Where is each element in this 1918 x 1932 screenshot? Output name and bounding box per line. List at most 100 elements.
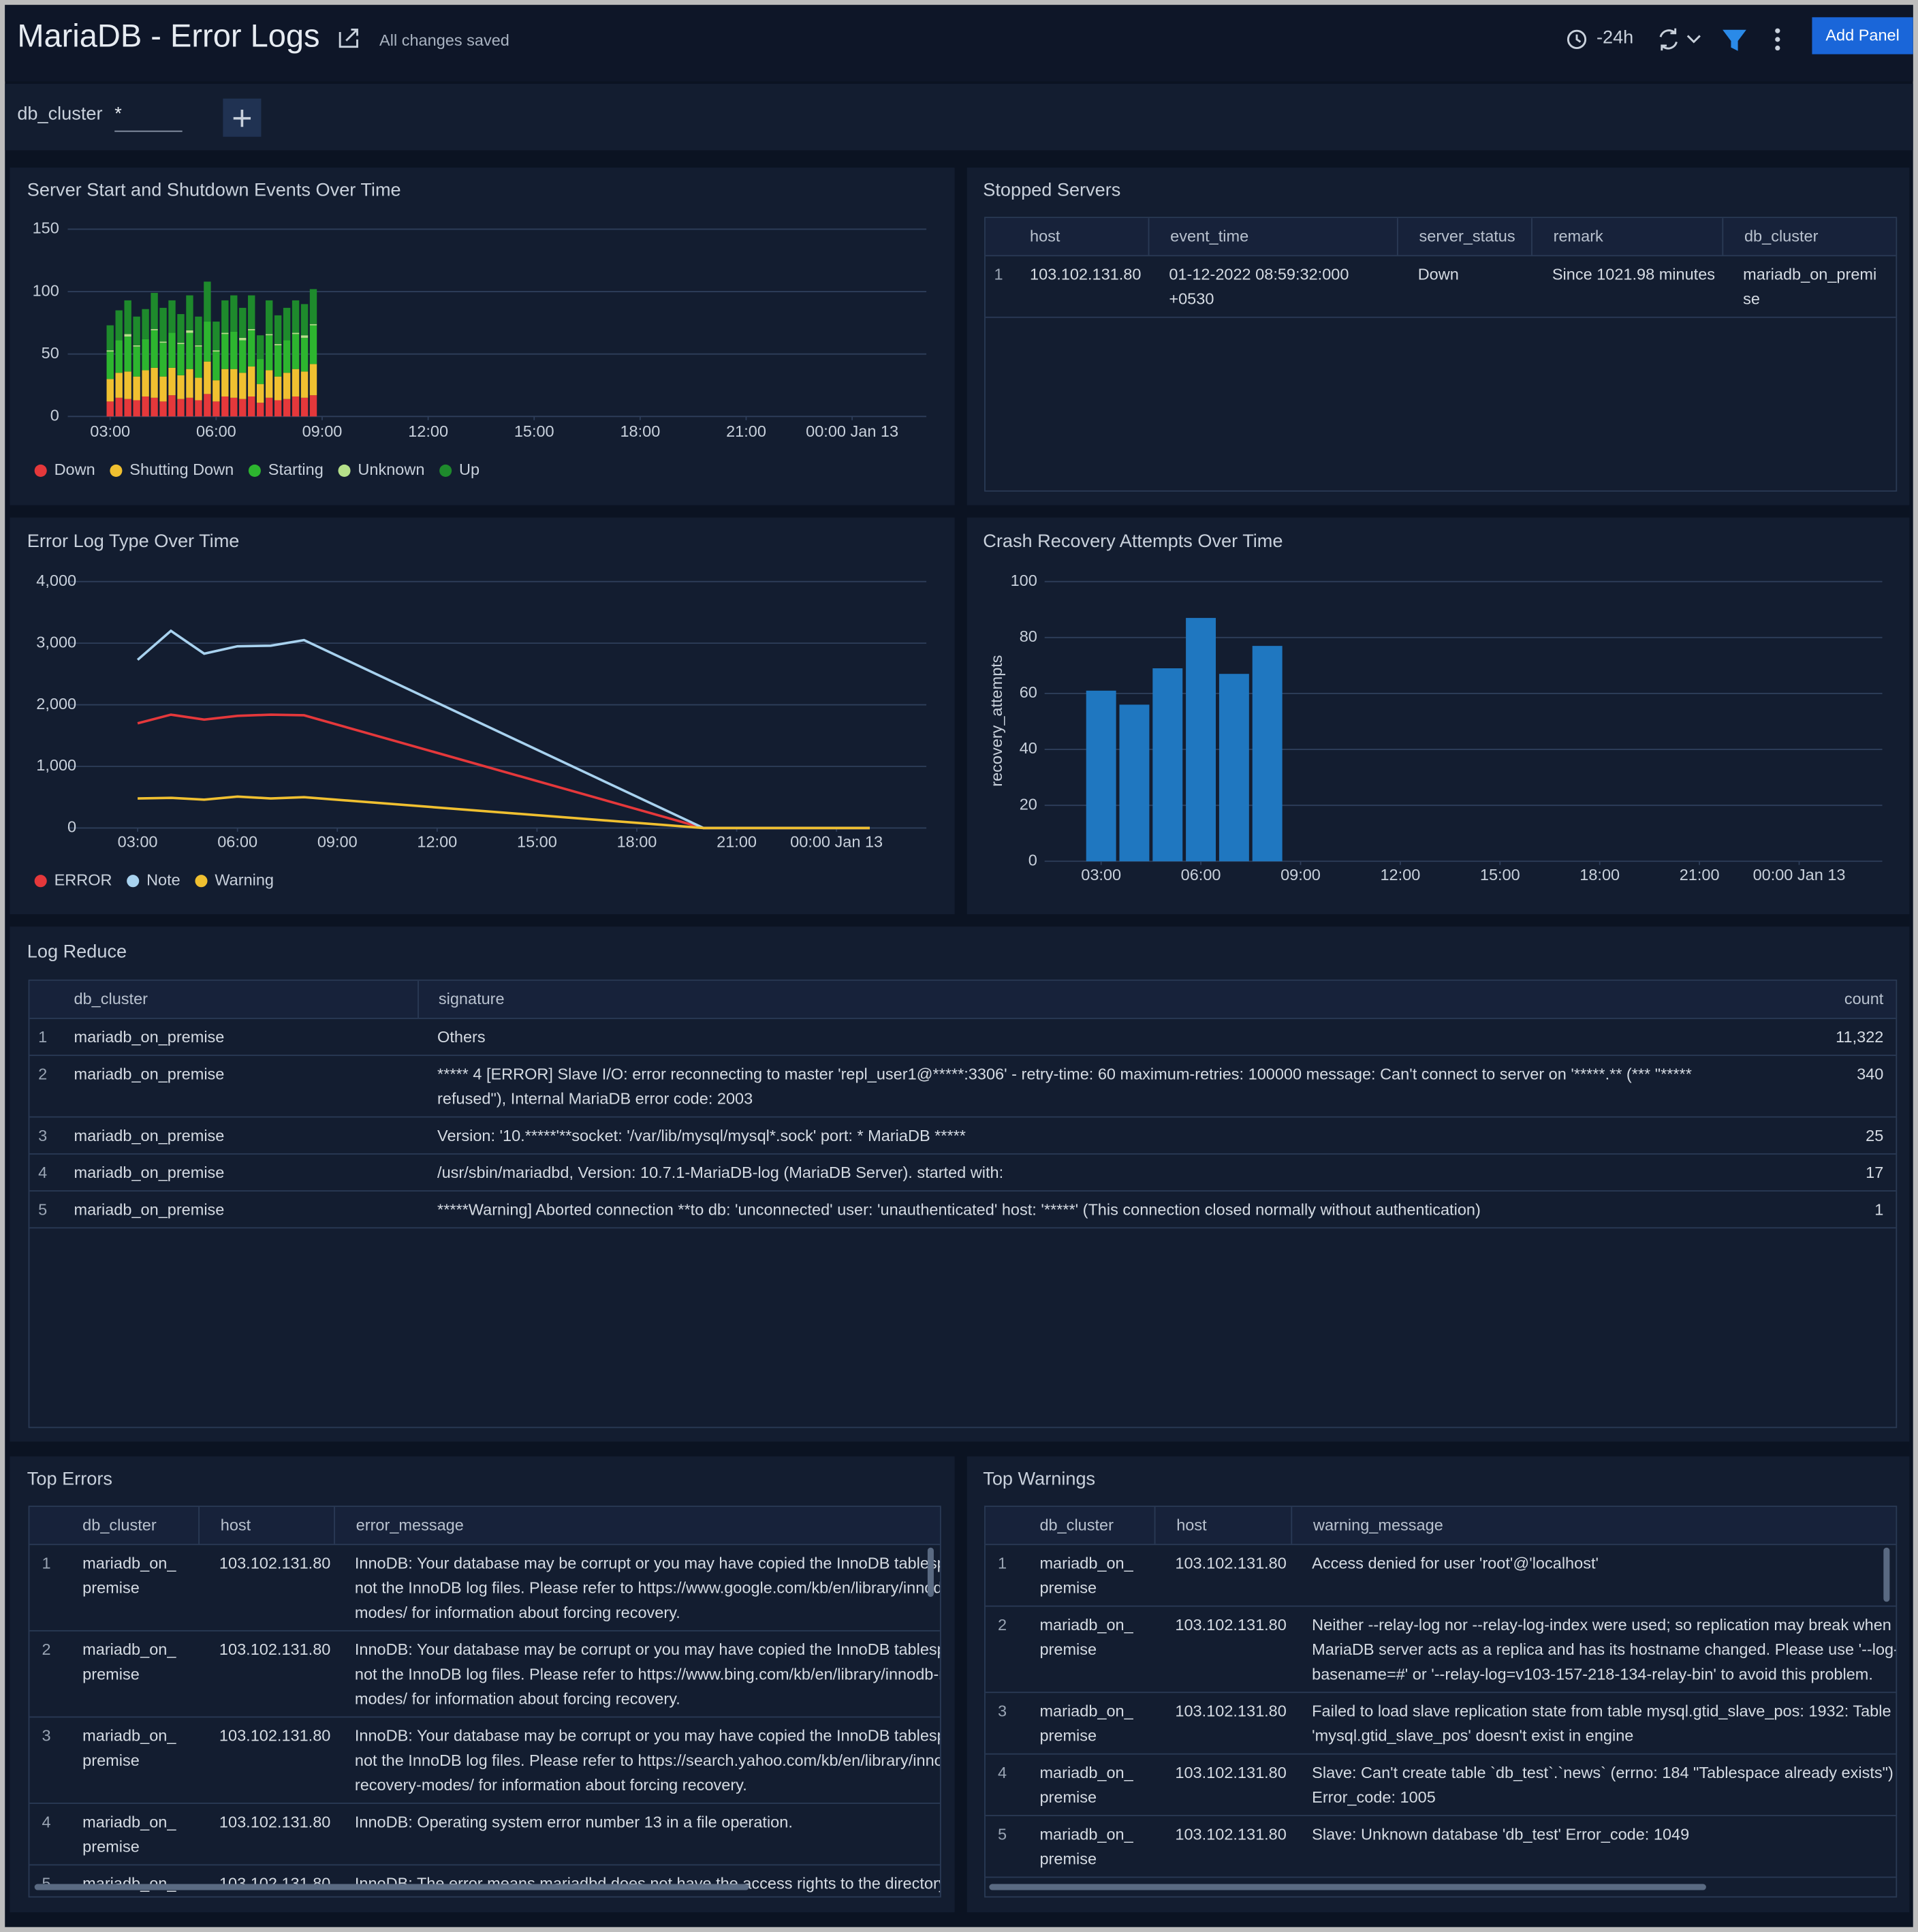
- panel-title: Log Reduce: [27, 941, 127, 963]
- column-header: db_cluster: [82, 1515, 157, 1534]
- column-header: db_cluster: [74, 989, 148, 1008]
- table-row: 1 mariadb_on_premise 103.102.131.80 InnoDB:…: [29, 1545, 940, 1632]
- add-filter-button[interactable]: [223, 98, 262, 137]
- table-cell: Since 1021.98 minutes: [1552, 264, 1716, 284]
- table-cell: InnoDB: Your database may be corrupt or …: [354, 1553, 940, 1622]
- row-number: 5: [38, 1200, 48, 1219]
- column-header: signature: [418, 980, 1804, 1018]
- panel-title: Top Errors: [27, 1468, 112, 1490]
- table-cell: 1: [1874, 1200, 1884, 1219]
- table: db_cluster host error_message 1 mariadb_on_p…: [28, 1506, 941, 1898]
- table-body: db_cluster signature count 1 mariadb_on_prem…: [29, 980, 1896, 1229]
- table-cell: 103.102.131.80: [1175, 1615, 1287, 1634]
- header-cell: [986, 1507, 1040, 1544]
- table-cell: mariadb_on_premise: [74, 1126, 225, 1145]
- row-number: 2: [38, 1064, 48, 1083]
- table-row: 5mariadb_on_premise103.102.131.80InnoDB:…: [29, 1865, 939, 1896]
- table-cell: /usr/sbin/mariadbd, Version: 10.7.1-Mari…: [437, 1163, 1004, 1182]
- column-header: error_message: [334, 1507, 940, 1544]
- table-cell: mariadb_on_premise: [1039, 1763, 1133, 1807]
- table: db_cluster host warning_message 1 mariadb_on…: [984, 1506, 1898, 1898]
- table-header: db_cluster signature count: [29, 980, 1896, 1019]
- table: db_cluster signature count 1 mariadb_on_prem…: [28, 979, 1898, 1429]
- table-row: 4 mariadb_on_premise/usr/sbin/mariadbd, V…: [29, 1155, 1896, 1192]
- table-row: 3 mariadb_on_premise Version: '10.*****'**…: [29, 1117, 1896, 1155]
- scrollbar[interactable]: [34, 1884, 749, 1890]
- table-cell: Neither --relay-log nor --relay-log-inde…: [1312, 1615, 1898, 1683]
- table-cell: mariadb_on_premise: [74, 1064, 225, 1083]
- row-number: 3: [997, 1701, 1007, 1720]
- panel-title: Stopped Servers: [983, 180, 1121, 201]
- table-cell: 103.102.131.80: [219, 1553, 331, 1572]
- scrollbar[interactable]: [989, 1884, 1706, 1890]
- panel: [10, 167, 955, 505]
- panel: [10, 517, 955, 915]
- save-status: All changes saved: [379, 31, 509, 50]
- table-row: 3 mariadb_on_premise 103.102.131.80 InnoDB:…: [29, 1717, 940, 1804]
- panel-title: Top Warnings: [983, 1468, 1096, 1490]
- table-row: 4 mariadb_on_premise 103.102.131.80 Slave: …: [985, 1755, 1896, 1817]
- scrollbar[interactable]: [927, 1547, 934, 1598]
- panel-title: Server Start and Shutdown Events Over Ti…: [27, 180, 401, 201]
- table-cell: Down: [1417, 264, 1459, 284]
- header-bar: [5, 5, 1913, 82]
- column-header: server_status: [1396, 218, 1531, 255]
- row-number: 4: [42, 1812, 51, 1831]
- table-row: 5 mariadb_on_premise 103.102.131.80 Slave: …: [985, 1816, 1896, 1878]
- row-number: 1: [42, 1553, 51, 1572]
- table-cell: Failed to load slave replication state f…: [1312, 1701, 1891, 1745]
- panel-title: Crash Recovery Attempts Over Time: [983, 531, 1283, 552]
- time-range[interactable]: -24h: [1596, 27, 1634, 48]
- table-cell: 103.102.131.80: [219, 1812, 331, 1831]
- add-panel-button[interactable]: Add Panel: [1812, 17, 1913, 54]
- dashboard-title: MariaDB - Error Logs: [17, 17, 320, 54]
- table-row: 1 103.102.131.80 01-12-2022 08:59:32:000 +…: [985, 256, 1896, 318]
- filter-input[interactable]: *: [114, 104, 183, 132]
- table-cell: mariadb_on_premise: [1743, 264, 1877, 309]
- table-cell: *****Warning] Aborted connection **to db…: [437, 1200, 1481, 1219]
- table-cell: mariadb_on_premise: [82, 1812, 176, 1856]
- column-header: db_cluster: [1722, 218, 1896, 255]
- table-cell: mariadb_on_premise: [82, 1726, 176, 1770]
- row-number: 5: [997, 1824, 1007, 1843]
- table-row: 2 mariadb_on_premise 103.102.131.80 Neither…: [985, 1607, 1898, 1694]
- header-cell: [29, 1507, 82, 1544]
- column-header: count: [1844, 989, 1884, 1008]
- table-cell: 103.102.131.80: [219, 1640, 331, 1659]
- table-cell: mariadb_on_premise: [1039, 1824, 1133, 1868]
- table-row: 1 mariadb_on_premise 103.102.131.80 Access …: [985, 1545, 1896, 1607]
- table-cell: 11,322: [1836, 1027, 1884, 1046]
- table: host event_time server_status remark db_clus…: [984, 217, 1898, 492]
- table-cell: Slave: Can't create table `db_test`.`new…: [1312, 1763, 1893, 1807]
- table-cell: mariadb_on_premise: [1039, 1553, 1133, 1598]
- row-number: 4: [38, 1163, 48, 1182]
- row-number: 1: [38, 1027, 48, 1046]
- table-row: 1 mariadb_on_premise Others 11,322: [29, 1019, 1896, 1057]
- table-header: db_cluster host error_message: [29, 1507, 940, 1546]
- column-header: event_time: [1148, 218, 1397, 255]
- table-row: 3 mariadb_on_premise 103.102.131.80 Failed …: [985, 1693, 1896, 1755]
- table-cell: InnoDB: Operating system error number 13…: [354, 1812, 793, 1831]
- table-cell: mariadb_on_premise: [74, 1027, 225, 1046]
- table-cell: ***** 4 [ERROR] Slave I/O: error reconne…: [437, 1064, 1692, 1108]
- table-cell: Others: [437, 1027, 486, 1046]
- table-cell: 17: [1866, 1163, 1884, 1182]
- table-row: 2 mariadb_on_premise ***** 4 [ERROR] Slave…: [29, 1056, 1896, 1118]
- table-row: 5 mariadb_on_premise *****Warning] Aborted…: [29, 1191, 1896, 1229]
- table-cell: 103.102.131.80: [1175, 1824, 1287, 1843]
- table-cell: mariadb_on_premise: [74, 1163, 225, 1182]
- table-cell: 01-12-2022 08:59:32:000 +0530: [1169, 264, 1349, 309]
- table-cell: 25: [1866, 1126, 1884, 1145]
- row-number: 3: [38, 1126, 48, 1145]
- filter-bar: [5, 83, 1913, 151]
- table-cell: 103.102.131.80: [1175, 1701, 1287, 1720]
- table-cell: Version: '10.*****'**socket: '/var/lib/m…: [437, 1126, 966, 1145]
- column-header: host: [1154, 1507, 1291, 1544]
- table-cell: mariadb_on_premise: [82, 1640, 176, 1683]
- table-row: 2 mariadb_on_premise 103.102.131.80 InnoDB:…: [29, 1632, 940, 1718]
- table-row: 4 mariadb_on_premise 103.102.131.80 InnoDB:…: [29, 1804, 940, 1866]
- column-header: db_cluster: [1039, 1515, 1114, 1534]
- panel-title: Error Log Type Over Time: [27, 531, 240, 552]
- scrollbar[interactable]: [1883, 1547, 1890, 1602]
